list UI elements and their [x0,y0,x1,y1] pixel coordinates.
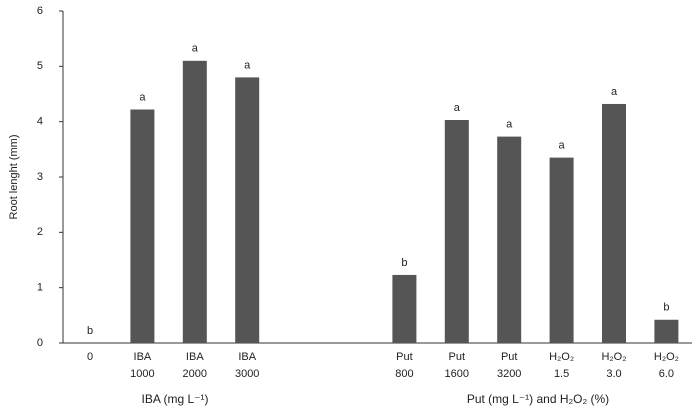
x-tick-label: IBA 3000 [235,351,259,380]
significance-letter: a [611,86,618,98]
significance-letter: b [87,325,93,337]
x-tick-label: Put 800 [395,351,413,380]
x-tick-label: IBA 1000 [130,351,154,380]
significance-letter: a [506,119,513,131]
bar [235,77,260,344]
x-tick-label: H₂O₂ 3.0 [601,351,626,380]
y-tick-label: 3 [37,171,43,183]
significance-letter: a [244,59,251,71]
significance-letter: b [401,257,407,269]
x-tick-label: Put 3200 [497,351,521,380]
significance-letter: b [663,302,669,314]
bar [182,60,207,344]
bar [602,103,626,344]
bar [130,109,155,343]
y-tick-label: 2 [37,226,43,238]
x-axis-label: Put (mg L⁻¹) and H₂O₂ (%) [467,392,609,406]
significance-letter: a [192,43,199,55]
significance-letter: a [454,102,461,114]
bar [654,319,679,343]
y-tick-label: 0 [37,337,43,349]
x-tick-label: IBA 2000 [183,351,207,380]
x-tick-label: H₂O₂ 6.0 [654,351,679,380]
y-tick-label: 4 [37,116,43,128]
x-tick-label: Put 1600 [445,351,469,380]
x-tick-label: H₂O₂ 1.5 [549,351,574,380]
y-axis-label: Root lenght (mm) [8,135,20,220]
bar [392,274,417,343]
y-tick-label: 6 [37,5,43,17]
bar [497,136,522,343]
y-tick-label: 1 [37,282,43,294]
bar [444,120,469,343]
y-tick-label: 5 [37,60,43,72]
significance-letter: a [139,91,146,103]
significance-letter: a [559,140,566,152]
bar [549,157,574,343]
x-tick-label: 0 [87,351,93,363]
x-axis-label: IBA (mg L⁻¹) [141,392,208,406]
